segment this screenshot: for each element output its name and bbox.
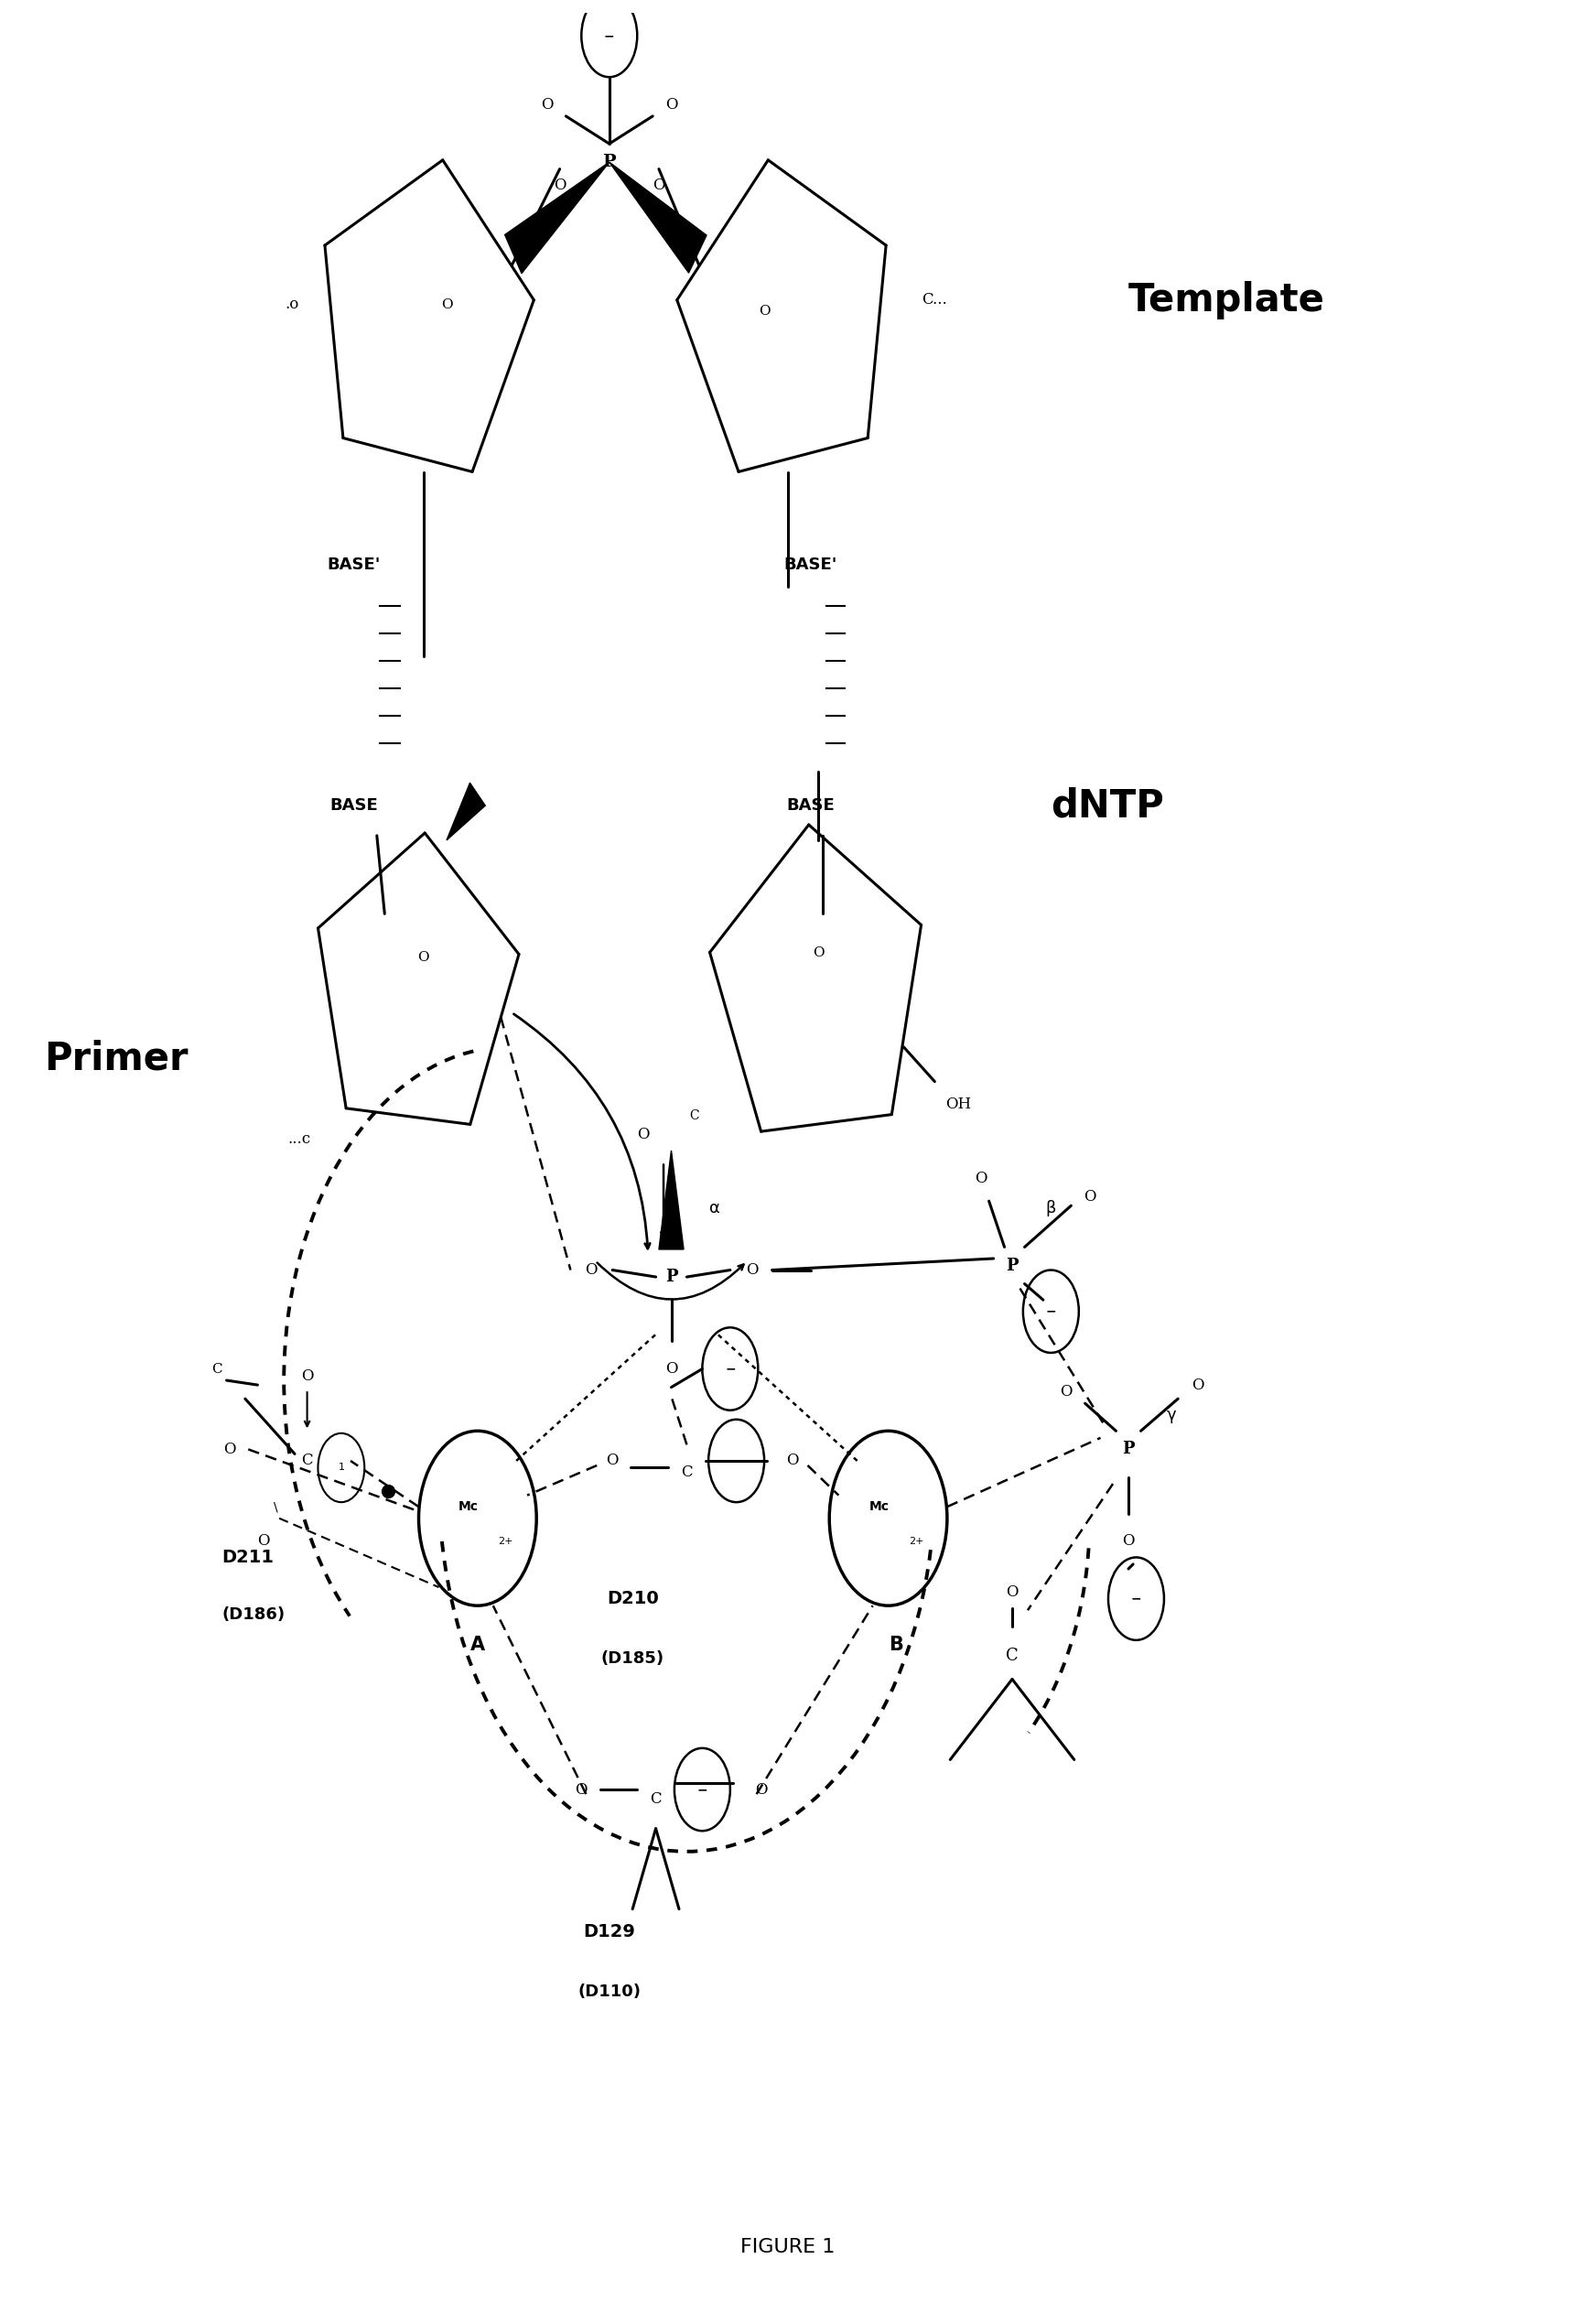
Text: A: A: [471, 1636, 485, 1655]
Text: Template: Template: [1128, 281, 1325, 318]
Text: Primer: Primer: [44, 1039, 187, 1078]
Text: BASE': BASE': [784, 555, 838, 572]
Text: −: −: [731, 1455, 742, 1466]
Text: .o: .o: [285, 297, 299, 311]
Text: O: O: [542, 98, 553, 112]
Text: BASE: BASE: [786, 797, 835, 813]
Text: D129: D129: [583, 1924, 635, 1941]
Text: 2+: 2+: [498, 1536, 513, 1545]
Text: −: −: [725, 1362, 736, 1376]
Text: β: β: [1046, 1199, 1057, 1215]
Text: O: O: [417, 951, 428, 964]
Text: O: O: [975, 1171, 988, 1185]
Text: 1: 1: [339, 1464, 345, 1473]
Text: −: −: [1131, 1592, 1142, 1606]
Text: P: P: [603, 153, 616, 170]
Text: C: C: [690, 1109, 699, 1122]
Text: OH: OH: [945, 1097, 970, 1113]
Text: C: C: [680, 1464, 693, 1480]
Text: C: C: [1006, 1648, 1019, 1664]
Text: BASE': BASE': [328, 555, 380, 572]
Text: α: α: [709, 1199, 720, 1215]
Text: P: P: [1006, 1257, 1019, 1274]
Text: O: O: [745, 1262, 758, 1278]
Text: O: O: [575, 1783, 587, 1796]
Text: O: O: [813, 946, 824, 960]
Text: O: O: [584, 1262, 597, 1278]
Polygon shape: [447, 783, 485, 841]
Text: O: O: [652, 177, 665, 193]
Text: BASE: BASE: [329, 797, 378, 813]
Text: (D110): (D110): [578, 1985, 641, 2001]
Text: O: O: [638, 1127, 649, 1141]
Text: D210: D210: [606, 1590, 658, 1608]
Text: O: O: [606, 1452, 619, 1469]
Text: B: B: [888, 1636, 902, 1655]
Text: FIGURE 1: FIGURE 1: [740, 2238, 835, 2257]
Text: O: O: [1060, 1385, 1073, 1399]
Polygon shape: [506, 163, 610, 274]
Text: D211: D211: [222, 1548, 274, 1566]
Text: (D185): (D185): [602, 1650, 665, 1666]
Text: ...c: ...c: [288, 1132, 310, 1146]
Text: dNTP: dNTP: [1051, 786, 1164, 825]
Text: C: C: [213, 1362, 222, 1376]
Text: O: O: [1084, 1188, 1096, 1204]
Text: Mc: Mc: [458, 1501, 479, 1513]
Text: O: O: [553, 177, 565, 193]
Text: −: −: [698, 1783, 707, 1796]
Text: O: O: [258, 1534, 269, 1550]
Text: (D186): (D186): [222, 1606, 285, 1622]
Text: Mc: Mc: [869, 1501, 888, 1513]
Text: O: O: [224, 1441, 236, 1457]
Text: O: O: [786, 1452, 799, 1469]
Text: O: O: [665, 98, 677, 112]
Text: 2+: 2+: [909, 1536, 923, 1545]
Text: C: C: [650, 1792, 662, 1806]
Text: γ: γ: [1167, 1406, 1177, 1422]
Text: C: C: [301, 1452, 313, 1469]
Text: P: P: [665, 1269, 677, 1285]
Text: O: O: [1123, 1534, 1134, 1550]
Text: −: −: [603, 30, 614, 42]
Text: −: −: [1046, 1306, 1057, 1318]
Polygon shape: [610, 163, 707, 272]
Text: O: O: [759, 304, 770, 318]
Text: O: O: [301, 1369, 313, 1383]
Text: \: \: [274, 1501, 279, 1513]
Polygon shape: [658, 1150, 684, 1250]
Text: O: O: [665, 1362, 677, 1376]
Text: P: P: [1121, 1441, 1134, 1457]
Text: O: O: [1006, 1585, 1019, 1599]
Text: O: O: [754, 1783, 767, 1796]
Text: O: O: [441, 297, 452, 311]
Text: O: O: [1192, 1378, 1205, 1392]
Text: C...: C...: [921, 293, 948, 307]
